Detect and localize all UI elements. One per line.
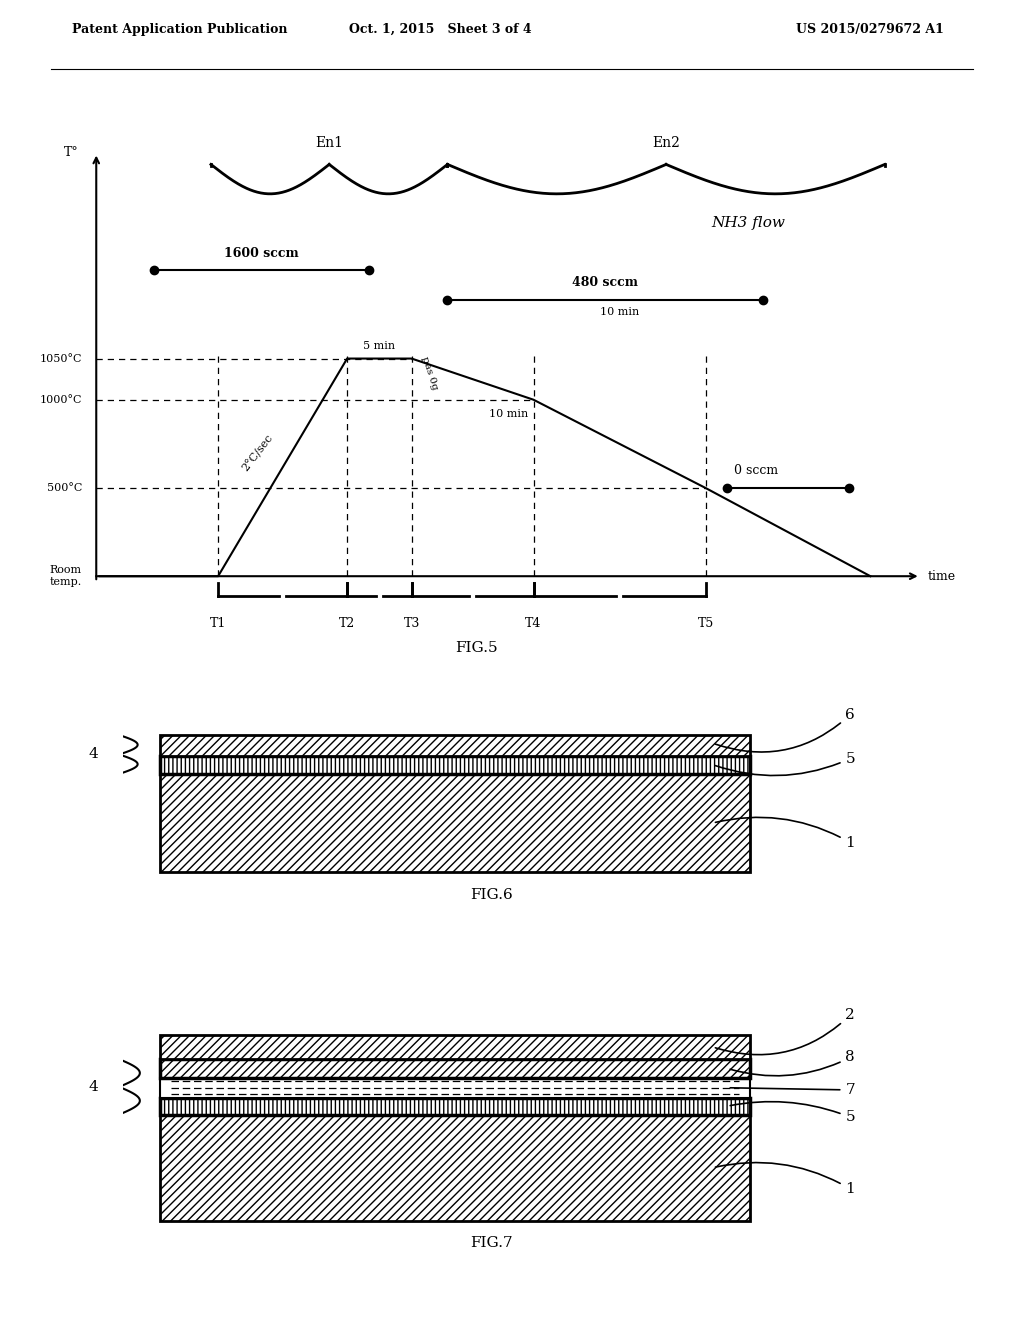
Text: 10 min: 10 min: [600, 306, 639, 317]
Text: T3: T3: [403, 618, 420, 631]
Text: 6: 6: [716, 708, 855, 752]
Text: 1: 1: [716, 1163, 855, 1196]
Bar: [160, 735, 750, 755]
Text: 8: 8: [730, 1051, 855, 1076]
Text: 1600 sccm: 1600 sccm: [224, 247, 298, 260]
Text: FIG.7: FIG.7: [470, 1237, 513, 1250]
Text: En1: En1: [315, 136, 343, 149]
Bar: [160, 774, 750, 873]
Text: 1000°C: 1000°C: [39, 395, 82, 405]
Bar: [160, 1114, 750, 1221]
Text: 2°C/sec: 2°C/sec: [241, 433, 274, 474]
Bar: [160, 1035, 750, 1059]
Text: 500°C: 500°C: [46, 483, 82, 492]
Text: Patent Application Publication: Patent Application Publication: [72, 22, 287, 36]
Text: 5 min: 5 min: [364, 342, 395, 351]
Text: 5: 5: [730, 1102, 855, 1125]
Bar: [160, 755, 750, 774]
Text: 1050°C: 1050°C: [39, 354, 82, 363]
Text: time: time: [928, 570, 955, 582]
Bar: [160, 1077, 750, 1098]
Text: T°: T°: [63, 147, 78, 160]
Text: 10 min: 10 min: [488, 409, 528, 418]
Text: 1: 1: [716, 817, 855, 850]
Text: FIG.5: FIG.5: [455, 642, 498, 655]
Text: 2: 2: [716, 1008, 855, 1055]
Text: Oct. 1, 2015   Sheet 3 of 4: Oct. 1, 2015 Sheet 3 of 4: [349, 22, 531, 36]
Text: Room
temp.: Room temp.: [50, 565, 82, 587]
Text: T5: T5: [697, 618, 714, 631]
Text: FIG.6: FIG.6: [470, 888, 513, 903]
Bar: [160, 1059, 750, 1077]
Text: T1: T1: [210, 618, 226, 631]
Text: 0 sccm: 0 sccm: [734, 465, 778, 478]
Text: 5: 5: [716, 751, 855, 776]
Text: 4: 4: [88, 747, 98, 762]
Text: En2: En2: [652, 136, 680, 149]
Bar: [160, 1098, 750, 1114]
Text: US 2015/0279672 A1: US 2015/0279672 A1: [797, 22, 944, 36]
Text: 4: 4: [88, 1080, 98, 1094]
Text: T4: T4: [525, 618, 542, 631]
Text: 480 sccm: 480 sccm: [572, 276, 638, 289]
Text: NH3 flow: NH3 flow: [712, 216, 785, 230]
Text: pas 0g: pas 0g: [420, 355, 439, 391]
Text: T2: T2: [339, 618, 355, 631]
Text: 7: 7: [730, 1082, 855, 1097]
